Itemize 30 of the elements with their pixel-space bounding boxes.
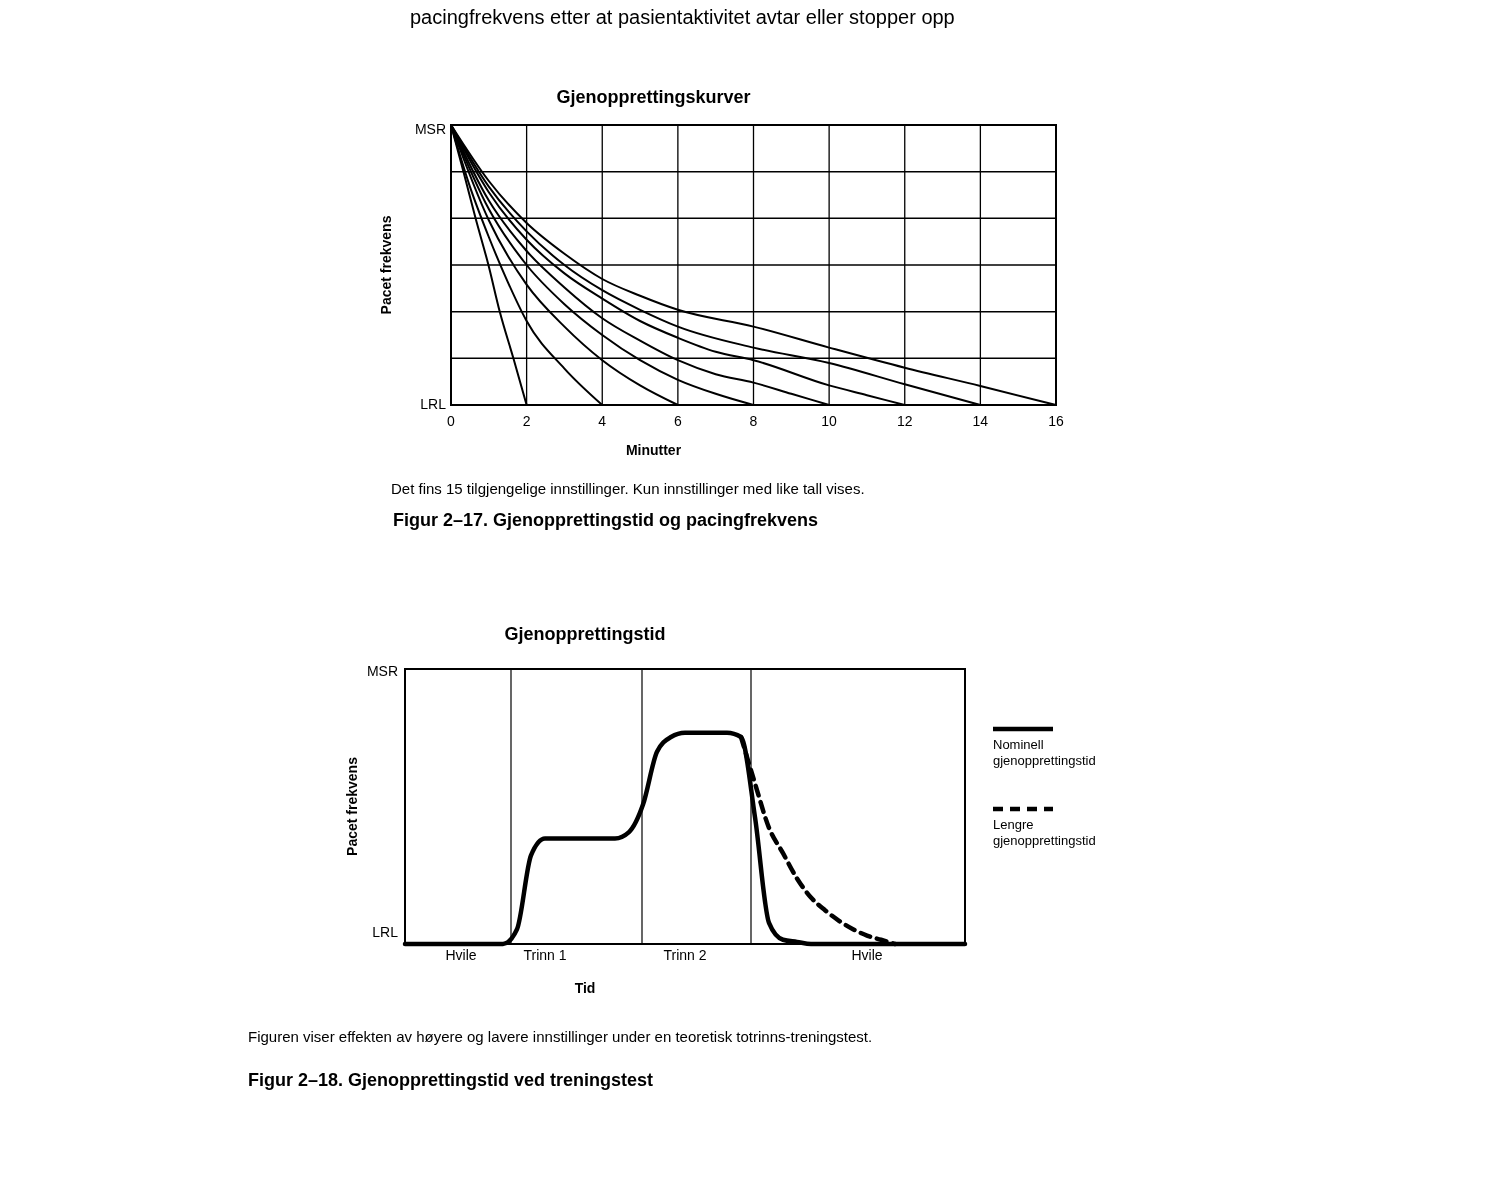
x-tick-label: 6 — [673, 413, 682, 429]
text: pacingfrekvens etter at pasientaktivitet avtar eller stopper opp — [410, 6, 955, 28]
x-tick-label: Hvile — [445, 947, 477, 963]
x-tick-label: Hvile — [851, 947, 883, 963]
x-tick-label: 2 — [522, 413, 531, 429]
text: LRL — [372, 923, 399, 940]
text: LRL — [420, 395, 447, 412]
text: Figur 2–17. Gjenopprettingstid og pacingfrekvens — [393, 510, 819, 530]
text: MSR — [414, 120, 446, 137]
text: MSR — [366, 662, 398, 679]
chart-title: Gjenopprettingskurver — [556, 87, 751, 107]
x-tick-label: Trinn 1 — [523, 947, 567, 963]
text: Figuren viser effekten av høyere og lavere innstillinger under en teoretisk totrinns-treningstest. — [248, 1028, 873, 1045]
text: Det fins 15 tilgjengelige innstillinger. Kun innstillinger med like tall vises. — [391, 480, 865, 497]
x-axis-title: Minutter — [625, 442, 682, 458]
legend-label: Nominell gjenopprettingstid — [993, 737, 1096, 768]
x-tick-label: 4 — [598, 413, 607, 429]
text: Figur 2–18. Gjenopprettingstid ved treningstest — [248, 1070, 654, 1090]
legend-label: Lengre gjenopprettingstid — [993, 817, 1096, 848]
x-axis-title: Tid — [574, 980, 596, 996]
x-tick-label: 12 — [896, 413, 913, 429]
y-axis-title: Pacet frekvens — [378, 215, 394, 315]
chart-title: Gjenopprettingstid — [504, 624, 666, 644]
x-tick-label: 16 — [1048, 413, 1064, 429]
x-tick-label: 14 — [972, 413, 989, 429]
x-tick-label: 0 — [447, 413, 456, 429]
x-tick-label: 10 — [821, 413, 838, 429]
y-axis-title: Pacet frekvens — [344, 756, 360, 856]
x-tick-label: Trinn 2 — [663, 947, 707, 963]
x-tick-label: 8 — [749, 413, 758, 429]
